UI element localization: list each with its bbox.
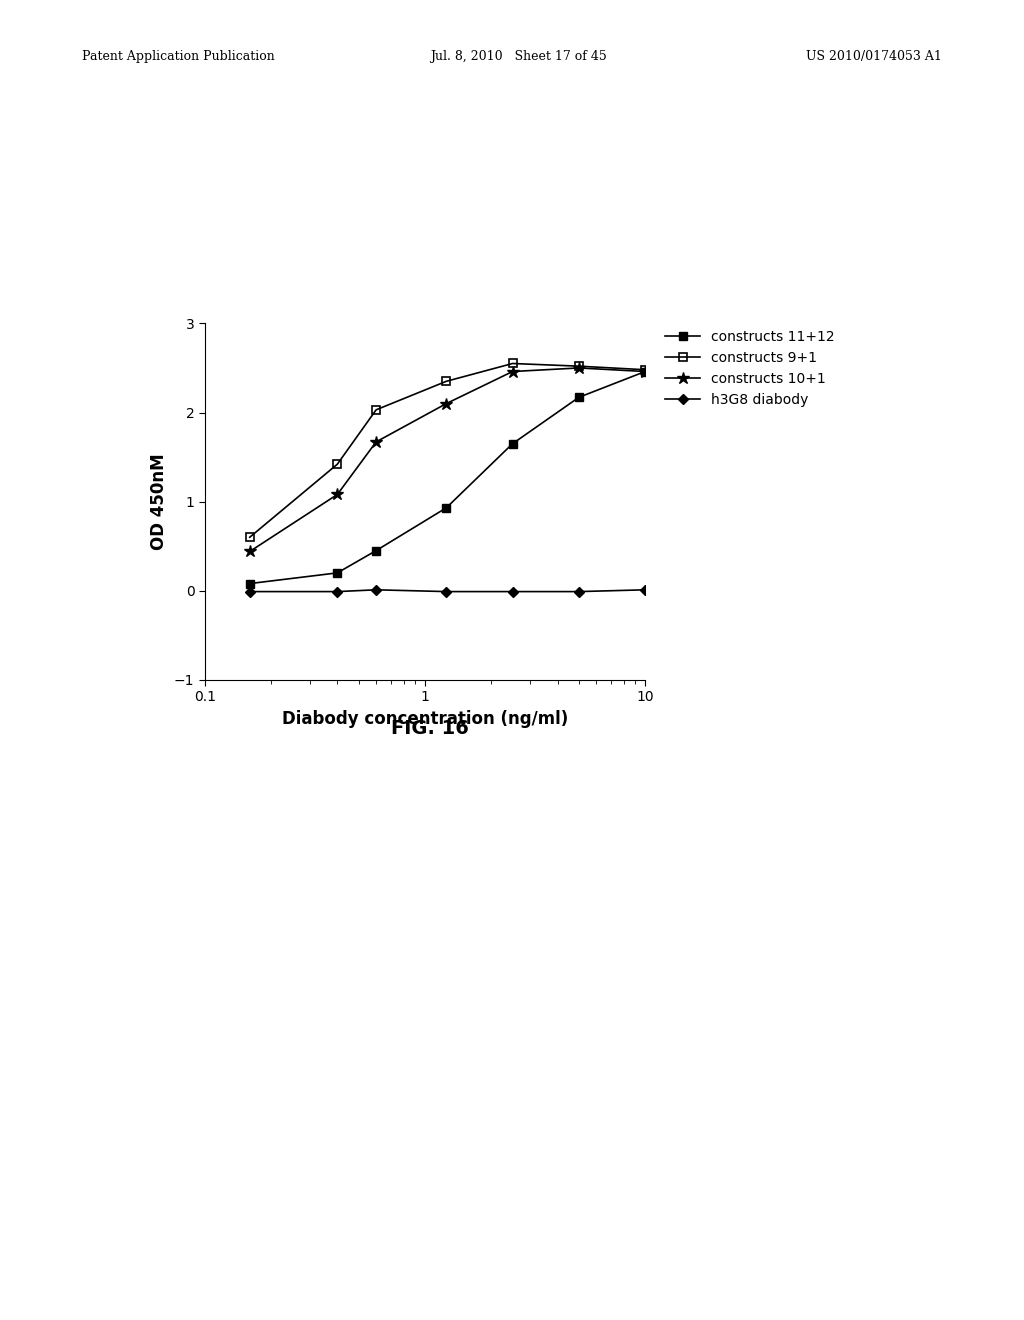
h3G8 diabody [639,582,651,598]
Text: Jul. 8, 2010   Sheet 17 of 45: Jul. 8, 2010 Sheet 17 of 45 [430,50,607,63]
constructs 9+1 [370,401,382,417]
h3G8 diabody [244,583,256,599]
h3G8 diabody [440,583,453,599]
h3G8 diabody [507,583,519,599]
Text: FIG. 16: FIG. 16 [391,719,469,738]
constructs 10+1 [572,360,585,376]
constructs 11+12 [507,436,519,451]
constructs 9+1 [572,358,585,374]
Line: constructs 10+1: constructs 10+1 [244,362,651,558]
constructs 11+12 [639,363,651,379]
Line: h3G8 diabody: h3G8 diabody [246,586,648,595]
constructs 10+1 [370,434,382,450]
constructs 11+12 [440,500,453,516]
h3G8 diabody [331,583,343,599]
constructs 11+12 [244,576,256,591]
constructs 10+1 [331,487,343,503]
h3G8 diabody [572,583,585,599]
h3G8 diabody [370,582,382,598]
constructs 9+1 [244,529,256,545]
constructs 9+1 [440,374,453,389]
constructs 9+1 [639,362,651,378]
constructs 10+1 [507,363,519,379]
Y-axis label: OD 450nM: OD 450nM [151,453,168,550]
constructs 10+1 [244,544,256,560]
Text: US 2010/0174053 A1: US 2010/0174053 A1 [806,50,942,63]
constructs 11+12 [572,389,585,405]
constructs 10+1 [639,363,651,379]
constructs 9+1 [507,355,519,371]
Line: constructs 11+12: constructs 11+12 [246,367,649,587]
Line: constructs 9+1: constructs 9+1 [246,359,649,541]
constructs 11+12 [370,543,382,558]
Text: Patent Application Publication: Patent Application Publication [82,50,274,63]
X-axis label: Diabody concentration (ng/ml): Diabody concentration (ng/ml) [282,710,568,727]
Legend: constructs 11+12, constructs 9+1, constructs 10+1, h3G8 diabody: constructs 11+12, constructs 9+1, constr… [666,330,835,407]
constructs 10+1 [440,396,453,412]
constructs 9+1 [331,457,343,473]
constructs 11+12 [331,565,343,581]
